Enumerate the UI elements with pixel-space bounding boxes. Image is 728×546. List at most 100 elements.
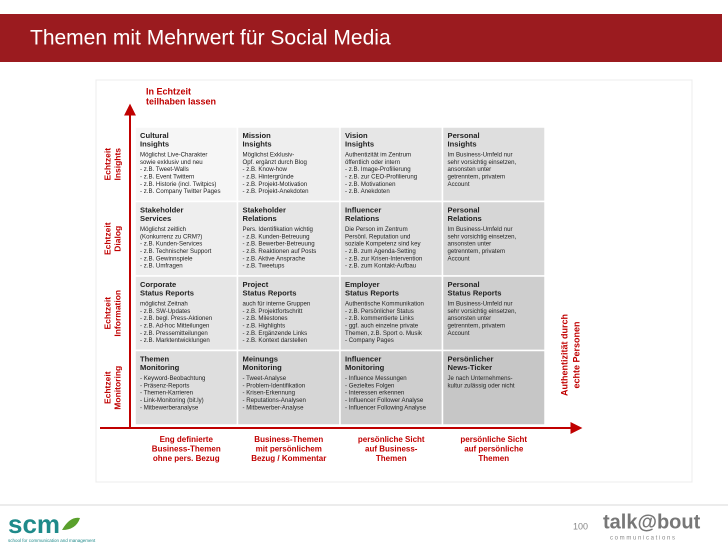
cell-text: - z.B. kommentierte Links [345,315,414,322]
cell-title: Mission [243,131,272,140]
row-label: Insights [112,148,122,181]
cell-text: - z.B. Highlights [243,323,286,330]
cell-title: Status Reports [448,289,502,298]
row-label: Echtzeit [102,297,112,330]
header-bar [0,14,722,62]
column-label: auf Business- [365,445,418,454]
cell-text: sowie exklusiv und neu [140,159,203,166]
cell-text: ansonsten unter [448,315,492,322]
row-label: Dialog [112,226,122,252]
cell-text: - z.B. Milestones [243,315,288,322]
cell-text: - z.B. Motivationen [345,181,395,188]
cell-title: Employer [345,280,380,289]
cell-text: soziale Kompetenz sind key [345,241,421,248]
cell-text: auch für interne Gruppen [243,301,311,308]
cell-text: - z.B. Historie (incl. Twitpics) [140,181,216,188]
cell-text: - z.B. Tweetups [243,263,285,270]
cell-text: - Mitbewerberanalyse [140,404,199,411]
cell-text: - z.B. begl. Press-Aktionen [140,315,212,322]
cell-title: Relations [243,214,277,223]
cell-text: - z.B. SW-Updates [140,308,190,315]
cell-title: Insights [140,140,169,149]
x-axis-label: Authentizität durch [559,314,569,396]
cell-text: - ggf. auch einzelne private [345,323,419,330]
cell-title: Personal [448,280,480,289]
cell-text: sehr vorsichtig einsetzen, [448,159,517,166]
cell-text: - z.B. Projekt-Anekdoten [243,188,309,195]
cell-text: - Influencer Following Analyse [345,404,427,411]
cell-text: - z.B. Gewinnspiele [140,255,193,262]
cell-title: Persönlicher [448,355,494,364]
column-label: Eng definierte [160,435,214,444]
cell-title: Vision [345,131,368,140]
cell-text: - Link-Monitoring (bit.ly) [140,397,204,404]
cell-text: - Problem-Identifikation [243,382,306,389]
column-label: ohne pers. Bezug [153,454,220,463]
matrix-cell [441,126,546,203]
cell-text: Je nach Unternehmens- [448,375,513,382]
cell-text: - z.B. Hintergründe [243,174,295,181]
cell-text: - Company Pages [345,337,394,344]
cell-text: - z.B. zur CEO-Profilierung [345,174,417,181]
cell-text: - z.B. Pressemitteilungen [140,330,208,337]
cell-text: - z.B. Kontext darstellen [243,337,308,344]
cell-title: Relations [345,214,379,223]
cell-text: sehr vorsichtig einsetzen, [448,308,517,315]
cell-text: Account [448,255,470,262]
cell-title: Cultural [140,131,169,140]
cell-text: Im Business-Umfeld nur [448,152,513,159]
cell-text: - z.B. Know-how [243,166,288,173]
matrix-cell [236,126,341,203]
matrix-cell [236,275,341,352]
column-label: mit persönlichem [256,445,322,454]
logo-leaf [62,517,80,530]
cell-text: - z.B. Image-Profilierung [345,166,411,173]
cell-text: - Keyword-Beobachtung [140,375,205,382]
cell-title: Meinungs [243,355,278,364]
cell-text: ansonsten unter [448,241,492,248]
page-number: 100 [573,521,588,531]
matrix-cell [441,349,546,426]
cell-text: getrenntem, privatem [448,323,506,330]
cell-text: (Konkurrenz zu CRM?) [140,233,202,240]
logo-right-sub: c o m m u n i c a t i o n s [610,536,675,542]
cell-text: Account [448,330,470,337]
cell-text: - z.B. Event Twittern [140,174,194,181]
cell-title: Insights [448,140,477,149]
matrix-cell [339,275,444,352]
cell-text: - z.B. zum Agenda-Setting [345,248,416,255]
x-axis-label: echte Personen [571,321,581,388]
matrix-cell [441,275,546,352]
row-label: Monitoring [112,366,122,410]
column-label: Business-Themen [152,445,221,454]
cell-text: - z.B. Anekdoten [345,188,390,195]
cell-text: - Mitbewerber-Analyse [243,404,305,411]
cell-title: Personal [448,206,480,215]
cell-text: öffentlich oder intern [345,159,400,166]
matrix-cell [339,349,444,426]
cell-title: Personal [448,131,480,140]
cell-text: - z.B. Company Twitter Pages [140,188,221,195]
cell-text: - Präsenz-Reports [140,382,189,389]
cell-title: Relations [448,214,482,223]
cell-text: - z.B. zur Krisen-Intervention [345,255,422,262]
column-label: Bezug / Kommentar [251,454,326,463]
column-label: persönliche Sicht [460,435,527,444]
cell-text: - Influencer Follower Analyse [345,397,424,404]
cell-text: - z.B. Persönlicher Status [345,308,414,315]
cell-text: ansonsten unter [448,166,492,173]
column-label: auf persönliche [464,445,524,454]
cell-text: möglichst Zeitnah [140,301,188,308]
cell-title: Monitoring [243,363,283,372]
cell-text: - z.B. Marktentwicklungen [140,337,210,344]
cell-title: Status Reports [345,289,399,298]
cell-text: - Gezieltes Folgen [345,382,394,389]
cell-title: Themen [140,355,169,364]
cell-title: Monitoring [345,363,385,372]
cell-text: getrenntem, privatem [448,174,506,181]
cell-title: Status Reports [243,289,297,298]
cell-text: Möglichst zeitlich [140,226,186,233]
cell-text: - Influence Messungen [345,375,407,382]
